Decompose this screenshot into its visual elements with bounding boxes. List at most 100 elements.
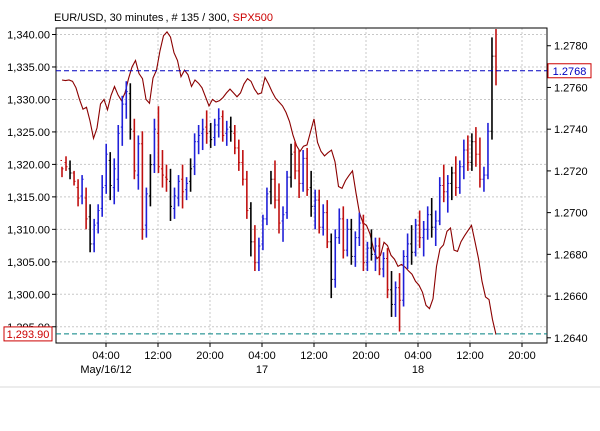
- ohlc-bar: [144, 187, 148, 238]
- ohlc-bar: [136, 135, 140, 190]
- ohlc-bar: [233, 125, 237, 155]
- ohlc-bar: [446, 175, 450, 213]
- ohlc-bar: [434, 210, 438, 246]
- ohlc-bar: [398, 273, 402, 332]
- ohlc-bar: [152, 118, 156, 173]
- ohlc-bar: [116, 125, 120, 192]
- right-axis-tick-label: 1.2720: [554, 166, 588, 178]
- ohlc-bar: [365, 241, 369, 272]
- left-axis-tick-label: 1,320.00: [7, 159, 50, 171]
- ohlc-bar: [369, 229, 373, 261]
- ohlc-bar: [173, 187, 177, 219]
- ohlc-bar: [84, 187, 88, 230]
- ohlc-bar: [386, 248, 389, 299]
- ohlc-bar: [442, 164, 446, 203]
- ohlc-bar: [265, 187, 269, 226]
- left-axis-tick-label: 1,310.00: [7, 224, 50, 236]
- ohlc-bar: [377, 237, 381, 276]
- x-axis-tick-label: 04:00: [92, 350, 120, 362]
- ohlc-bar: [140, 131, 144, 240]
- ohlc-bar: [177, 175, 181, 207]
- left-axis-tick-label: 1,330.00: [7, 94, 50, 106]
- left-axis-tick-label: 1,325.00: [7, 127, 50, 139]
- plot-frame: [55, 27, 548, 344]
- range-label: , # 135 / 300,: [165, 12, 229, 24]
- left-axis-tick-label: 1,315.00: [7, 192, 50, 204]
- ohlc-bar: [410, 225, 414, 265]
- ohlc-bar: [357, 212, 361, 246]
- ohlc-bar: [221, 110, 225, 142]
- ohlc-bar: [60, 159, 64, 178]
- x-axis-tick-label: 04:00: [248, 350, 276, 362]
- ohlc-bar: [193, 133, 197, 176]
- ohlc-bar: [349, 218, 353, 265]
- ohlc-bar: [205, 110, 209, 144]
- date-label: 18: [412, 364, 424, 376]
- ohlc-bar: [450, 166, 454, 201]
- left-axis-tick-label: 1,305.00: [7, 257, 50, 269]
- ohlc-bar: [474, 127, 478, 167]
- ohlc-bar: [197, 125, 201, 155]
- ohlc-bar: [257, 237, 261, 272]
- ohlc-bar: [325, 200, 329, 249]
- ohlc-bar: [277, 183, 281, 234]
- ohlc-bar: [112, 158, 116, 205]
- ohlc-bar: [329, 233, 333, 299]
- date-label: 17: [256, 364, 268, 376]
- ohlc-bar: [293, 141, 297, 180]
- ohlc-bar: [245, 170, 249, 219]
- right-axis-tick-label: 1.2700: [554, 208, 588, 220]
- ohlc-bar: [96, 204, 100, 234]
- ohlc-bar: [301, 150, 305, 192]
- axes: 1,340.00 1,335.00 1,330.00 1,325.00 1,320.00…: [0, 27, 600, 388]
- ohlc-bar: [128, 83, 132, 140]
- ohlc-bar: [285, 170, 289, 219]
- ohlc-bar: [185, 177, 189, 201]
- ohlc-bar: [104, 143, 108, 194]
- ohlc-bar: [160, 150, 164, 188]
- ohlc-bar: [164, 164, 168, 192]
- ohlc-bar: [337, 208, 341, 244]
- x-axis-tick-label: 20:00: [508, 350, 536, 362]
- ohlc-bar: [253, 225, 257, 272]
- ohlc-bar: [341, 206, 345, 259]
- ohlc-bar: [426, 206, 430, 240]
- ohlc-bar: [482, 166, 486, 192]
- ohlc-bar: [305, 147, 309, 196]
- eurusd-bars: [60, 29, 498, 332]
- ohlc-bar: [361, 214, 365, 272]
- ohlc-bar: [438, 177, 442, 226]
- ohlc-bar: [390, 271, 394, 317]
- spx500-overlay: [61, 31, 497, 335]
- x-axis-tick-label: 12:00: [144, 350, 172, 362]
- ohlc-bar: [333, 229, 337, 288]
- interval-label: , 30 minutes: [104, 12, 164, 24]
- spx500-line: [61, 31, 497, 335]
- ohlc-bar: [321, 204, 325, 236]
- left-axis-tick-label: 1,300.00: [7, 289, 50, 301]
- date-label: May/16/12: [80, 364, 131, 376]
- ohlc-bar: [241, 150, 245, 186]
- ohlc-bar: [249, 202, 253, 257]
- ohlc-bar: [402, 250, 406, 307]
- ohlc-bar: [181, 164, 185, 209]
- ohlc-bar: [430, 198, 434, 238]
- ohlc-bar: [76, 179, 80, 207]
- ohlc-bar: [394, 281, 398, 317]
- ohlc-bar: [414, 218, 418, 257]
- ohlc-bar: [281, 206, 285, 242]
- current-price-label: 1.2768: [553, 66, 587, 78]
- x-axis-tick-label: 12:00: [456, 350, 484, 362]
- ohlc-bar: [462, 139, 466, 180]
- chart-header: EUR/USD, 30 minutes, # 135 / 300, SPX500: [54, 12, 273, 24]
- current-overlay-box: [3, 326, 53, 342]
- current-price-box: [547, 63, 592, 79]
- ohlc-bar: [148, 154, 152, 207]
- left-axis-tick-label: 1,340.00: [7, 29, 50, 41]
- ohlc-bar: [169, 168, 172, 221]
- ohlc-bar: [88, 204, 92, 253]
- ohlc-bar: [454, 156, 458, 196]
- ohlc-bar: [373, 237, 377, 272]
- ohlc-bar: [458, 160, 462, 194]
